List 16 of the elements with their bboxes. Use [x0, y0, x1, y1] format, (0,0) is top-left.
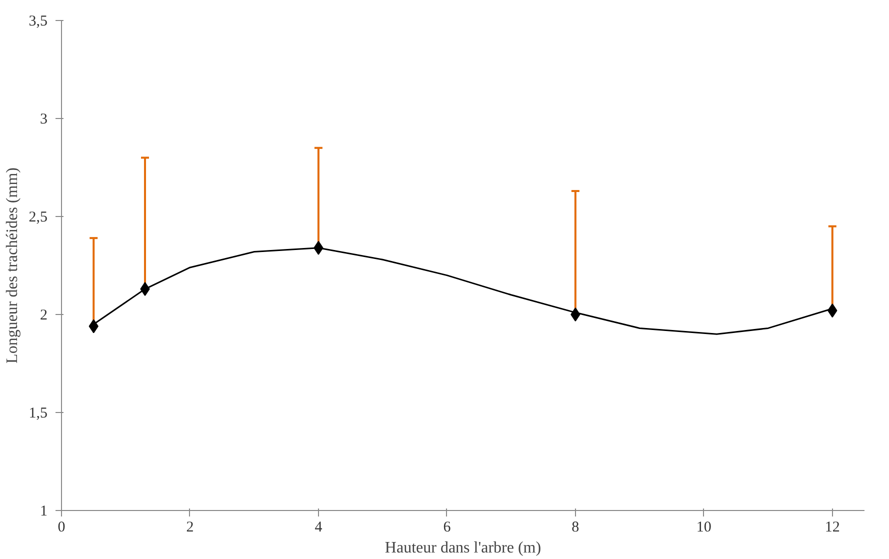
y-axis-title: Longueur des trachéides (mm) — [4, 168, 21, 364]
y-tick-label: 2 — [40, 308, 48, 324]
x-axis-title: Hauteur dans l'arbre (m) — [384, 540, 542, 556]
x-tick-label: 2 — [186, 520, 194, 536]
y-tick-label: 3 — [40, 112, 48, 128]
x-tick-label: 0 — [58, 520, 66, 536]
x-tick-label: 10 — [696, 520, 712, 536]
y-tick-label: 1,5 — [28, 406, 48, 422]
x-tick-label: 4 — [314, 520, 323, 536]
x-tick-label: 12 — [824, 520, 840, 536]
y-tick-label: 2,5 — [28, 210, 48, 226]
y-tick-label: 1 — [40, 504, 48, 520]
point — [570, 308, 580, 322]
x-tick-label: 6 — [443, 520, 452, 536]
y-tick-label: 3,5 — [28, 14, 48, 30]
x-tick-label: 8 — [572, 520, 580, 536]
